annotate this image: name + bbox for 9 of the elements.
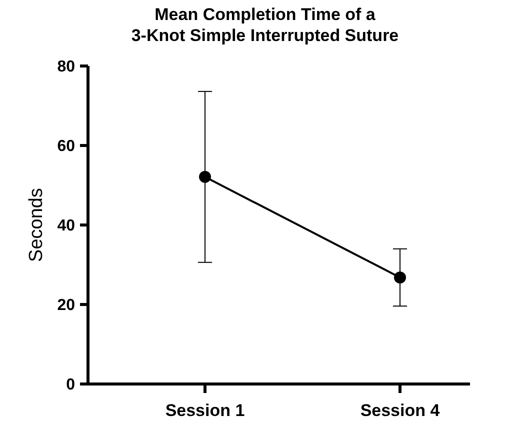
y-axis-title: Seconds [26, 188, 47, 262]
chart-title: Mean Completion Time of a 3-Knot Simple Interrupted Suture [131, 5, 399, 45]
y-tick-label: 20 [57, 297, 76, 314]
x-tick-label: Session 1 [165, 401, 245, 420]
x-tick-label: Session 4 [360, 401, 440, 420]
y-tick-label: 40 [57, 218, 76, 235]
y-tick-label: 60 [57, 138, 76, 156]
y-tick-label: 0 [66, 376, 76, 394]
y-tick-label: 80 [57, 58, 76, 76]
